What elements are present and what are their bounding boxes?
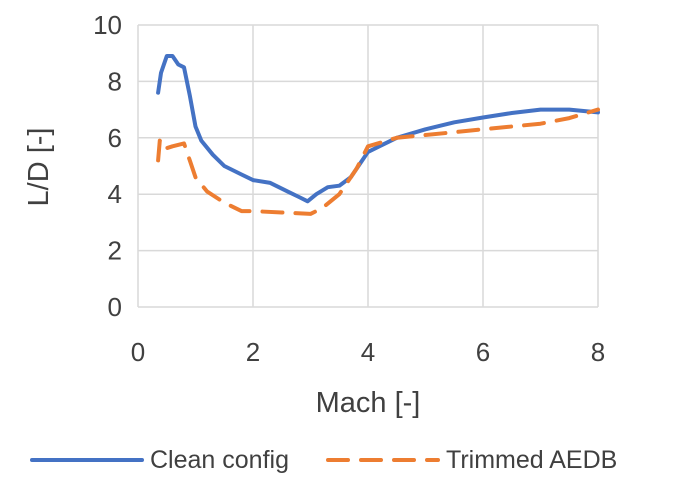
series-line-1 <box>156 54 600 204</box>
y-tick-label: 8 <box>108 66 122 96</box>
y-tick-label: 10 <box>93 10 122 40</box>
x-tick-label: 4 <box>361 337 375 367</box>
x-tick-labels: 0 2 4 6 8 <box>131 337 605 367</box>
x-tick-label: 8 <box>591 337 605 367</box>
legend: Clean config Trimmed AEDB <box>30 446 617 474</box>
gridlines <box>137 24 599 308</box>
x-tick-label: 2 <box>246 337 260 367</box>
series-line-2 <box>156 107 600 216</box>
legend-label: Trimmed AEDB <box>446 446 617 474</box>
x-tick-label: 0 <box>131 337 145 367</box>
legend-entry-1: Clean config <box>30 446 289 474</box>
y-axis-title: L/D [-] <box>23 128 55 207</box>
x-axis-title: Mach [-] <box>316 387 421 419</box>
legend-entry-2: Trimmed AEDB <box>326 446 617 474</box>
y-tick-label: 0 <box>108 292 122 322</box>
series-lines <box>156 54 600 216</box>
x-tick-label: 6 <box>476 337 490 367</box>
y-tick-label: 4 <box>108 179 122 209</box>
y-tick-label: 6 <box>108 123 122 153</box>
y-tick-labels: 0 2 4 6 8 10 <box>93 10 122 322</box>
legend-label: Clean config <box>150 446 289 474</box>
y-tick-label: 2 <box>108 236 122 266</box>
